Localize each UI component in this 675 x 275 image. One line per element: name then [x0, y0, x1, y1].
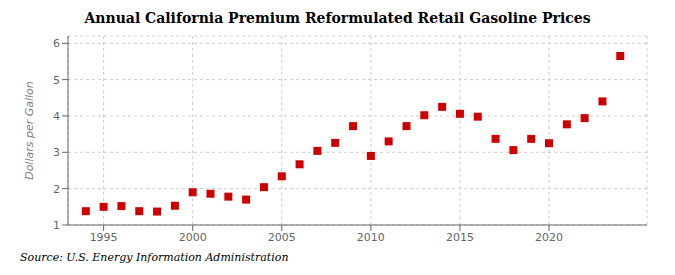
svg-text:2020: 2020	[535, 231, 563, 244]
html-text:Annual California Premium Refo: Annual California Premium Reformulated R…	[84, 10, 591, 26]
svg-text:Dollars per Gallon: Dollars per Gallon	[23, 81, 36, 180]
svg-text:5: 5	[53, 74, 60, 87]
svg-text:2015: 2015	[446, 231, 474, 244]
svg-text:2010: 2010	[357, 231, 385, 244]
svg-text:2: 2	[53, 183, 60, 196]
html-text:Source: U.S. Energy Informatio: Source: U.S. Energy Information Administ…	[20, 251, 289, 264]
svg-text:2005: 2005	[268, 231, 296, 244]
svg-text:3: 3	[53, 146, 60, 159]
svg-text:1: 1	[53, 219, 60, 232]
svg-text:4: 4	[53, 110, 60, 123]
svg-text:6: 6	[53, 37, 60, 50]
svg-text:2000: 2000	[179, 231, 207, 244]
svg-text:1995: 1995	[90, 231, 118, 244]
